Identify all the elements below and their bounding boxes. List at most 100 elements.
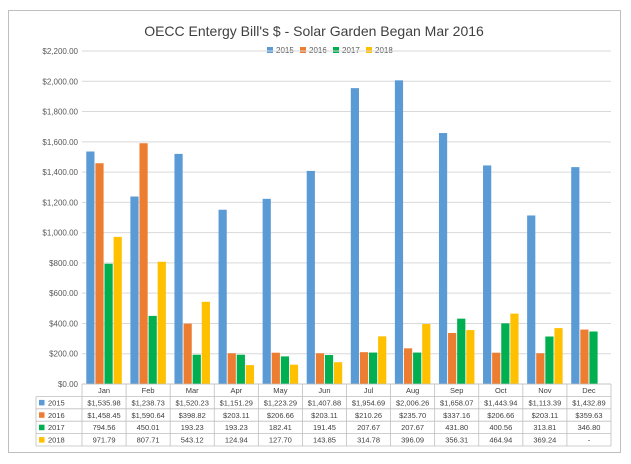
data-table: Jan Feb Mar Apr May Jun Jul Aug Sep Oct Nov Dec 2015… [35,383,612,447]
table-cell: 396.09 [401,436,424,445]
chart-frame: OECC Entergy Bill's $ - Solar Garden Beg… [8,10,621,453]
bar-2017-Mar [192,354,201,384]
table-cell: 464.94 [489,436,512,445]
table-swatch-2018 [39,437,45,443]
y-tick-label: $600.00 [49,289,78,298]
bar-2018-Aug [422,324,431,384]
bar-2016-Sep [448,332,457,384]
table-cell: $1,954.69 [352,398,385,407]
bar-2016-Aug [403,348,413,384]
table-cell: 369.24 [533,436,556,445]
table-cell: 400.56 [489,423,512,432]
table-row-label-2017: 2017 [48,423,65,432]
y-tick-label: $1,000.00 [42,229,78,238]
bar-2017-Nov [545,336,554,384]
bar-2016-Mar [183,323,192,384]
bar-2018-Mar [201,301,210,384]
table-cell: $1,407.88 [308,398,341,407]
x-tick-label: May [273,386,287,395]
bar-2016-May [271,352,280,384]
table-cell: 193.23 [181,423,204,432]
y-tick-label: $1,200.00 [42,198,78,207]
x-tick-label: Apr [230,386,242,395]
table-cell: $398.82 [179,411,206,420]
table-cell: $1,223.29 [264,398,297,407]
table-cell: $206.66 [487,411,514,420]
bar-2017-Jul [368,352,378,384]
table-cell: $1,443.94 [484,398,517,407]
table-cell: 207.67 [357,423,380,432]
table-row-label-2015: 2015 [48,398,65,407]
table-cell: $1,113.39 [528,398,561,407]
y-tick-label: $2,200.00 [42,47,78,56]
bar-2016-Jun [315,353,325,384]
table-cell: $1,458.45 [87,411,120,420]
bar-2015-Jun [306,170,315,384]
table-swatch-2015 [39,399,45,406]
table-cell: $210.26 [355,411,382,420]
table-cell: 127.70 [269,436,292,445]
bar-2018-Oct [510,313,519,384]
bar-2016-Dec [580,329,589,384]
bar-2017-May [280,356,290,384]
x-tick-label: Sep [450,386,463,395]
bar-2018-Jun [334,362,343,384]
x-tick-label: Feb [142,386,155,395]
table-cell: 124.94 [225,436,248,445]
y-tick-label: $1,400.00 [42,168,78,177]
chart: OECC Entergy Bill's $ - Solar Garden Beg… [35,23,612,447]
table-cell: $337.16 [443,411,470,420]
table-cell: 450.01 [137,423,160,432]
table-cell: 191.45 [313,423,336,432]
bar-2017-Apr [236,354,245,384]
bar-2017-Jun [324,355,334,384]
table-cell: 543.12 [181,436,204,445]
bar-2016-Jan [95,163,104,384]
table-cell: $206.66 [267,411,294,420]
table-cell: 313.81 [533,423,556,432]
y-axis: $0.00 $200.00 $400.00 $600.00 $800.00 $1,000.… [42,47,78,389]
y-tick-label: $2,000.00 [42,77,78,86]
bar-2015-Apr [218,209,227,384]
x-tick-label: Jun [318,386,330,395]
table-cell: 346.80 [577,423,600,432]
bar-2015-Nov [527,215,536,384]
table-cell: $1,535.98 [87,398,120,407]
bar-2015-Dec [571,167,580,384]
table-cell: 356.31 [445,436,468,445]
table-cell: $359.63 [575,411,602,420]
gridlines [82,50,611,385]
table-row-label-2016: 2016 [48,411,65,420]
bar-2016-Apr [227,353,236,384]
bar-2016-Oct [492,352,501,384]
bar-2018-Apr [245,365,255,384]
x-tick-label: Oct [495,386,508,395]
table-cell: $1,238.73 [131,398,164,407]
table-cell: 193.23 [225,423,248,432]
bar-2016-Nov [536,353,545,384]
table-cell: 794.56 [93,423,116,432]
bar-2015-Oct [483,165,492,384]
bar-2017-Feb [148,315,157,384]
y-tick-label: $1,600.00 [42,138,78,147]
y-tick-label: $0.00 [58,380,79,389]
table-cell: 207.67 [401,423,424,432]
bar-2016-Jul [359,352,369,384]
table-cell: $1,151.29 [220,398,253,407]
y-tick-label: $1,800.00 [42,108,78,117]
table-cell: $1,520.23 [176,398,209,407]
bar-2017-Aug [413,352,422,384]
bar-2015-Feb [130,196,139,384]
chart-title: OECC Entergy Bill's $ - Solar Garden Beg… [144,23,484,39]
bar-2015-Mar [174,153,183,384]
legend-swatch-2018 [366,47,372,53]
bar-2015-Sep [438,133,448,384]
table-cell: $1,432.89 [572,398,605,407]
legend-swatch-2015 [267,47,273,53]
table-cell: $203.11 [223,411,250,420]
y-tick-label: $400.00 [49,319,78,328]
x-tick-label: Nov [538,386,552,395]
table-cell: 314.78 [357,436,380,445]
bar-2018-Sep [466,330,475,384]
table-cell: 143.85 [313,436,336,445]
